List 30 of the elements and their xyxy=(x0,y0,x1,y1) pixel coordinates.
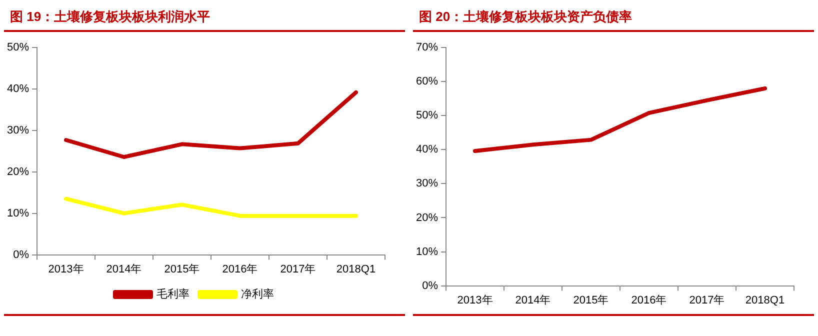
legend-label: 毛利率 xyxy=(156,288,190,301)
legend-label: 净利率 xyxy=(241,288,274,301)
y-tick-label: 50% xyxy=(416,110,438,122)
y-tick-label: 20% xyxy=(6,166,30,178)
chart-title: 图 19：土壤修复板块板块利润水平 xyxy=(4,4,405,32)
y-tick-label: 60% xyxy=(416,76,438,88)
chart-title: 图 20：土壤修复板块板块资产负债率 xyxy=(413,4,814,32)
x-tick-label: 2018Q1 xyxy=(336,263,376,276)
x-tick-label: 2018Q1 xyxy=(745,294,785,306)
y-tick-label: 30% xyxy=(6,124,30,137)
y-tick-label: 0% xyxy=(13,248,30,261)
y-tick-label: 10% xyxy=(6,207,30,220)
y-tick-label: 10% xyxy=(416,246,438,258)
x-tick-label: 2016年 xyxy=(222,263,258,276)
x-tick-label: 2014年 xyxy=(515,294,551,306)
y-tick-label: 30% xyxy=(416,178,438,190)
x-tick-label: 2013年 xyxy=(48,263,84,276)
y-tick-label: 20% xyxy=(416,212,438,224)
x-tick-label: 2016年 xyxy=(631,294,667,306)
y-tick-label: 0% xyxy=(422,280,438,292)
y-tick-label: 70% xyxy=(416,42,438,54)
x-tick-label: 2014年 xyxy=(106,263,142,276)
x-tick-label: 2017年 xyxy=(689,294,725,306)
x-tick-label: 2015年 xyxy=(164,263,200,276)
x-tick-label: 2013年 xyxy=(457,294,493,306)
y-tick-label: 40% xyxy=(6,83,30,96)
y-tick-label: 40% xyxy=(416,144,438,156)
y-tick-label: 50% xyxy=(6,42,30,54)
x-tick-label: 2017年 xyxy=(280,263,316,276)
x-tick-label: 2015年 xyxy=(573,294,609,306)
